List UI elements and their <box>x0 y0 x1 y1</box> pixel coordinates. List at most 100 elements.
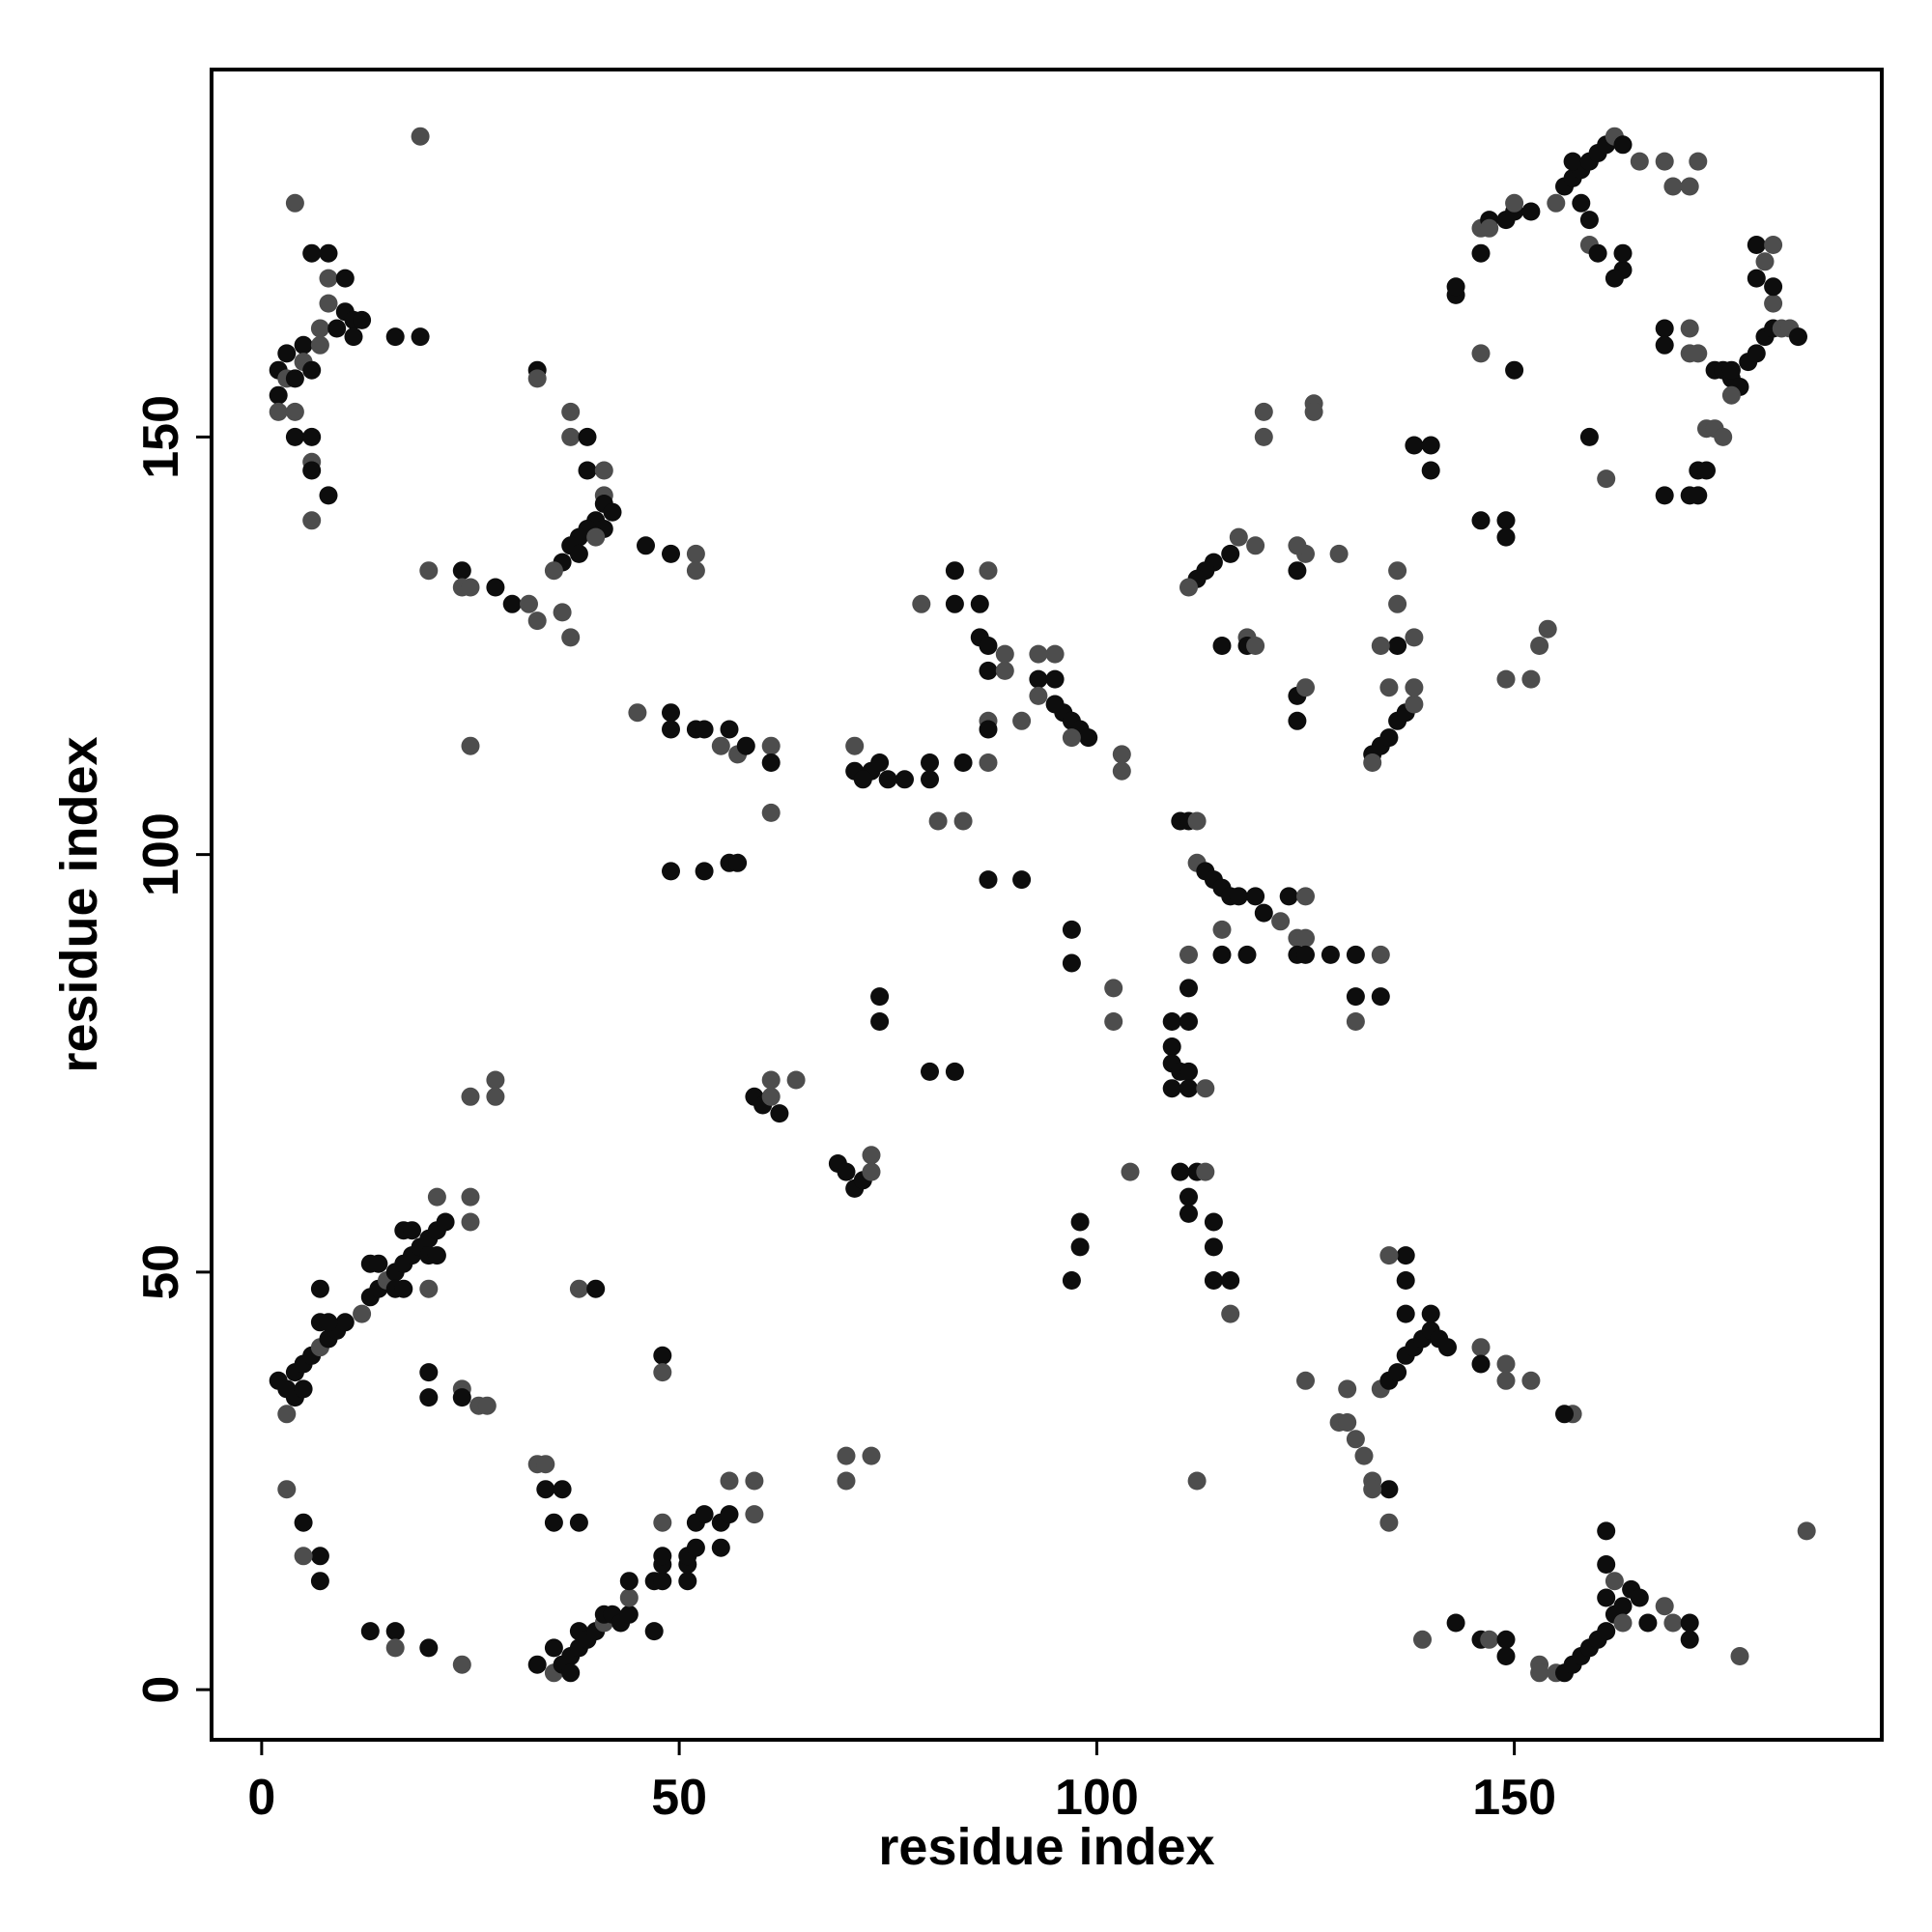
data-point <box>695 862 714 881</box>
data-point <box>1288 536 1307 555</box>
data-point <box>277 344 297 363</box>
data-point <box>1521 669 1541 689</box>
data-point <box>310 1279 329 1298</box>
data-point <box>436 1212 455 1232</box>
data-point <box>1797 1521 1816 1541</box>
data-point <box>862 1146 881 1165</box>
data-point <box>1388 1363 1407 1382</box>
data-point <box>1246 637 1265 655</box>
data-point <box>569 1279 588 1298</box>
data-point <box>1221 1271 1240 1290</box>
data-point <box>1689 486 1708 505</box>
data-point <box>1104 1012 1123 1031</box>
data-point <box>1237 945 1257 964</box>
data-point <box>912 594 931 613</box>
data-point <box>1171 1162 1190 1181</box>
data-point <box>653 1513 672 1532</box>
plot-frame <box>210 68 1884 1742</box>
data-point <box>1438 1338 1457 1357</box>
data-point <box>745 1505 764 1524</box>
data-point <box>1012 711 1032 730</box>
data-point <box>285 402 304 421</box>
data-point <box>1288 711 1307 730</box>
data-point <box>1655 152 1674 171</box>
data-point <box>1689 152 1708 171</box>
data-point <box>1346 1012 1365 1031</box>
x-tick-label: 50 <box>651 1770 707 1826</box>
data-point <box>1079 728 1098 748</box>
data-point <box>1496 527 1516 547</box>
data-point <box>594 461 613 480</box>
data-point <box>461 1212 480 1232</box>
data-point <box>419 1279 439 1298</box>
data-point <box>486 578 505 597</box>
data-point <box>586 527 606 547</box>
y-tick-label: 0 <box>133 1676 189 1704</box>
data-point <box>1680 1613 1699 1633</box>
data-point <box>360 1622 380 1641</box>
data-point <box>1405 695 1424 714</box>
data-point <box>486 1087 505 1106</box>
data-point <box>310 319 329 338</box>
data-point <box>1588 243 1607 263</box>
data-point <box>1062 920 1081 939</box>
data-point <box>578 427 597 446</box>
data-point <box>1446 277 1465 297</box>
data-point <box>711 1538 730 1557</box>
data-point <box>1288 561 1307 581</box>
data-point <box>1663 1613 1683 1633</box>
data-point <box>1321 945 1340 964</box>
x-tick-label: 100 <box>1055 1770 1139 1826</box>
data-point <box>1338 1379 1357 1399</box>
data-point <box>544 1638 563 1658</box>
data-point <box>1363 753 1382 772</box>
data-point <box>394 1279 413 1298</box>
data-point <box>628 703 647 723</box>
data-point <box>294 335 313 355</box>
data-point <box>1062 953 1081 973</box>
data-point <box>653 1572 672 1591</box>
data-point <box>1613 135 1633 155</box>
data-point <box>1212 637 1232 655</box>
data-point <box>461 736 480 755</box>
data-point <box>1480 218 1499 238</box>
data-point <box>837 1446 856 1465</box>
data-point <box>319 243 338 263</box>
data-point <box>619 1572 639 1591</box>
data-point <box>1346 987 1365 1007</box>
data-point <box>1471 1354 1491 1374</box>
data-point <box>561 427 581 446</box>
data-point <box>461 1087 480 1106</box>
data-point <box>1070 1212 1090 1232</box>
data-point <box>1538 619 1557 639</box>
data-point <box>353 310 372 329</box>
data-point <box>1029 644 1048 664</box>
data-point <box>1630 1588 1649 1607</box>
data-point <box>527 1655 547 1674</box>
y-tick-label: 50 <box>133 1244 189 1300</box>
data-point <box>1379 678 1399 697</box>
data-point <box>1296 678 1315 697</box>
data-point <box>1296 1371 1315 1390</box>
data-point <box>1405 678 1424 697</box>
data-point <box>294 1379 313 1399</box>
data-point <box>1045 669 1065 689</box>
data-point <box>1196 1079 1215 1098</box>
data-point <box>1605 1572 1624 1591</box>
data-point <box>1279 887 1298 906</box>
data-point <box>970 594 989 613</box>
data-point <box>870 753 890 772</box>
data-point <box>1112 745 1131 764</box>
data-point <box>1505 193 1524 213</box>
data-point <box>578 461 597 480</box>
data-point <box>945 594 964 613</box>
data-point <box>1572 193 1591 213</box>
data-point <box>1246 536 1265 555</box>
data-point <box>553 603 572 622</box>
data-point <box>1730 1647 1749 1665</box>
data-point <box>1655 335 1674 355</box>
data-point <box>862 1446 881 1465</box>
data-point <box>653 1547 672 1566</box>
data-point <box>878 770 897 789</box>
